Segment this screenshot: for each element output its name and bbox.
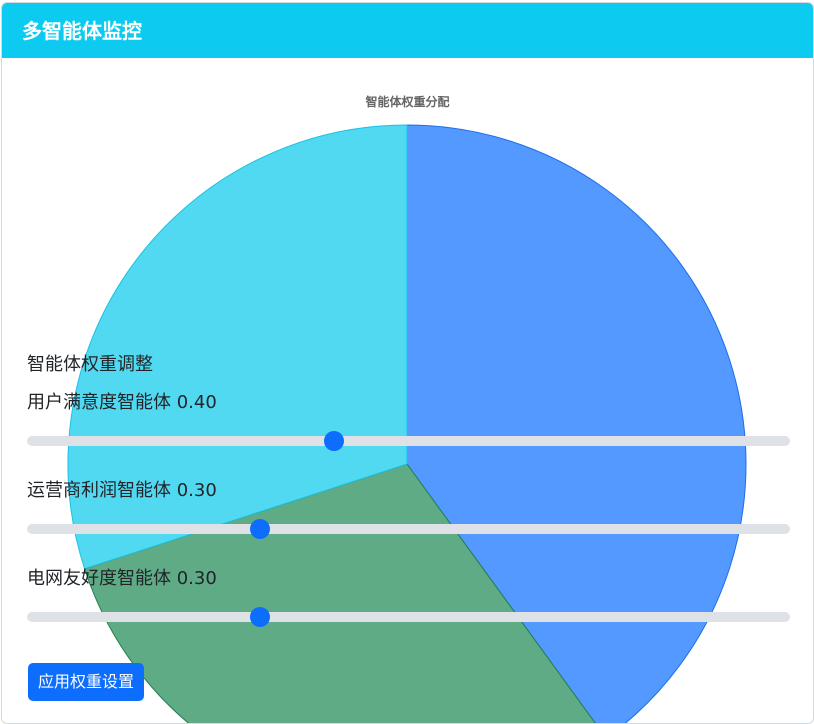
apply-weights-button[interactable]: 应用权重设置 [28,663,144,701]
slider-thumb[interactable] [250,607,270,627]
weight-controls: 智能体权重调整 用户满意度智能体 0.40 运营商利润智能体 0.30 电网友好… [2,3,813,723]
slider-label-operator-profit: 运营商利润智能体 0.30 [27,478,217,504]
slider-name: 运营商利润智能体 [27,480,171,501]
slider-label-grid-friendliness: 电网友好度智能体 0.30 [27,566,217,592]
slider-name: 电网友好度智能体 [27,568,171,589]
slider-grid-friendliness[interactable] [27,612,790,622]
slider-name: 用户满意度智能体 [27,392,171,413]
slider-operator-profit[interactable] [27,524,790,534]
slider-value: 0.40 [177,392,217,413]
slider-user-satisfaction[interactable] [27,436,790,446]
slider-value: 0.30 [177,568,217,589]
slider-thumb[interactable] [250,519,270,539]
controls-heading: 智能体权重调整 [27,352,153,378]
slider-value: 0.30 [177,480,217,501]
slider-label-user-satisfaction: 用户满意度智能体 0.40 [27,390,217,416]
slider-thumb[interactable] [324,431,344,451]
